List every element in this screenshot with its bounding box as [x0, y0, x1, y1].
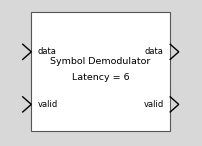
Text: data: data — [37, 47, 56, 56]
Text: valid: valid — [37, 100, 58, 109]
Text: Symbol Demodulator: Symbol Demodulator — [50, 57, 151, 66]
Text: data: data — [145, 47, 164, 56]
Text: Latency = 6: Latency = 6 — [72, 73, 129, 82]
Text: valid: valid — [143, 100, 164, 109]
Bar — [31, 12, 170, 131]
